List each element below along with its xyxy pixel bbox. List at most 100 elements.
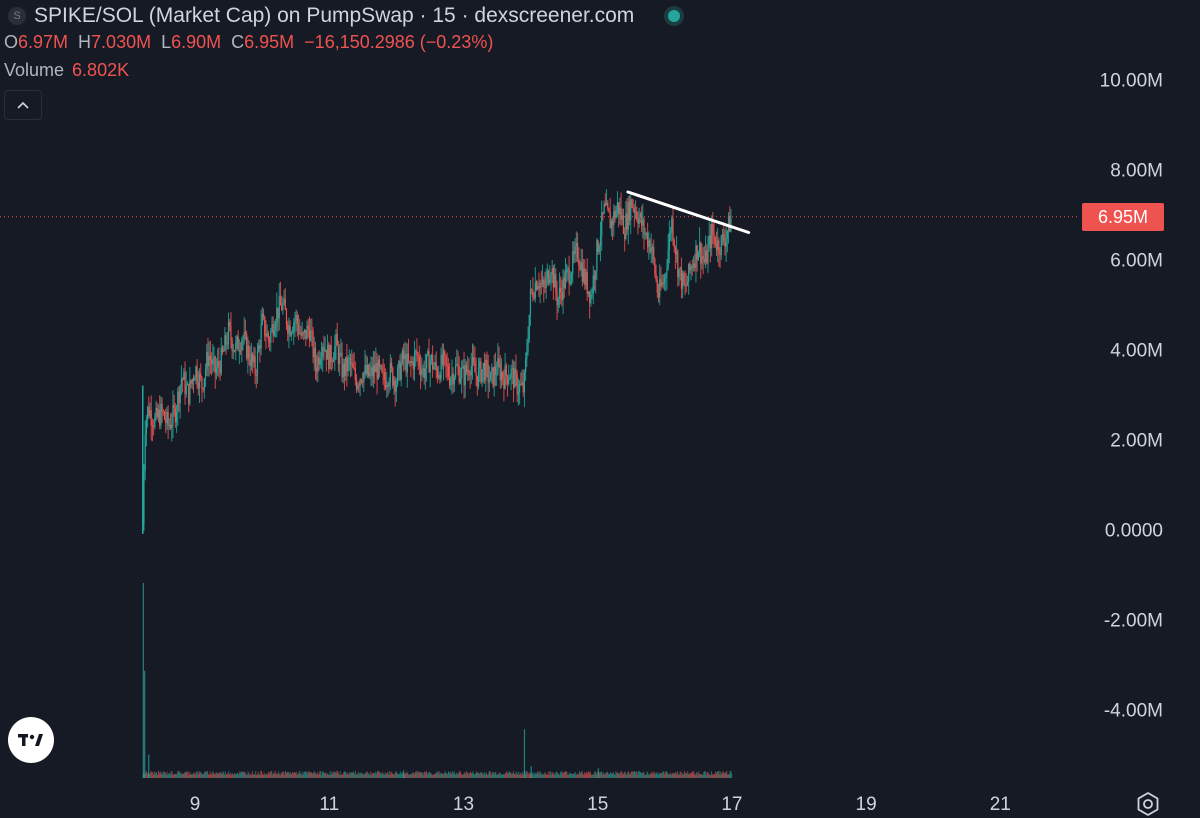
candle-body	[393, 380, 395, 386]
candle-body	[661, 282, 663, 286]
candle-body	[404, 354, 406, 359]
volume-bar	[245, 774, 247, 778]
chart-title[interactable]: SPIKE/SOL (Market Cap) on PumpSwap · 15 …	[34, 4, 635, 27]
candle-body	[213, 356, 215, 359]
ohlc-legend: O6.97M H7.030M L6.90M C6.95M −16,150.2986 (−…	[4, 32, 493, 53]
volume-bar	[201, 773, 203, 778]
volume-bar	[625, 774, 627, 778]
volume-bar	[429, 771, 431, 778]
volume-bar	[388, 770, 390, 778]
volume-bar	[425, 772, 427, 778]
tradingview-logo-icon[interactable]	[8, 717, 54, 763]
candle-body	[310, 330, 312, 341]
candle-body	[492, 367, 494, 386]
candle-body	[337, 345, 340, 364]
volume-bar	[376, 773, 378, 778]
candle-body	[348, 358, 350, 360]
volume-bar	[171, 771, 173, 778]
volume-bar	[686, 773, 688, 778]
volume-bar	[651, 773, 653, 778]
volume-bar	[327, 774, 329, 778]
volume-bar	[236, 772, 238, 778]
candle-body	[308, 328, 311, 341]
volume-bar	[305, 771, 307, 778]
candle-body	[717, 240, 719, 250]
volume-bar	[432, 774, 434, 778]
volume-bar	[560, 771, 562, 778]
volume-bar	[527, 773, 529, 778]
candle-body	[715, 245, 718, 250]
volume-bar	[611, 773, 613, 778]
annotations-layer[interactable]	[626, 190, 751, 234]
volume-bar	[575, 774, 577, 778]
volume-bar	[185, 771, 187, 778]
volume-bar	[425, 771, 427, 778]
volume-bar	[168, 773, 170, 778]
candle-body	[290, 332, 292, 336]
volume-legend[interactable]: Volume 6.802K	[4, 60, 129, 81]
volume-bar	[659, 772, 661, 778]
candle-body	[325, 349, 327, 360]
candle-body	[444, 351, 446, 356]
volume-bar	[633, 771, 635, 778]
volume-bar	[520, 774, 522, 778]
collapse-legend-button[interactable]	[4, 90, 42, 120]
volume-bar	[617, 772, 619, 778]
candle-body	[707, 245, 709, 264]
volume-bar	[420, 772, 422, 778]
volume-bar	[475, 773, 477, 778]
volume-bar	[711, 774, 713, 778]
candle-body	[714, 236, 716, 246]
volume-bar	[599, 772, 601, 778]
volume-bar	[655, 773, 657, 778]
volume-bar	[311, 772, 313, 778]
candle-body	[638, 217, 640, 225]
candle-body	[671, 218, 673, 233]
candle-body	[587, 291, 590, 295]
candle-body	[485, 359, 487, 381]
volume-spike-bar	[597, 768, 599, 778]
candle-body	[230, 326, 232, 340]
volume-bar	[623, 772, 625, 778]
volume-bar	[533, 774, 535, 778]
volume-bar	[272, 773, 274, 778]
candle-body	[570, 273, 573, 282]
candle-body	[511, 368, 513, 370]
candle-body	[471, 356, 474, 366]
candle-body	[711, 223, 713, 249]
candle-body	[700, 242, 702, 264]
candle-body	[538, 285, 540, 289]
volume-bar	[180, 774, 182, 778]
volume-bar	[274, 770, 276, 778]
price-axis[interactable]: 10.00M 8.00M 6.00M 4.00M 2.00M 0.0000 -2.00M -4…	[1100, 71, 1163, 722]
volume-bar	[586, 773, 588, 778]
candle-body	[427, 351, 429, 355]
candle-body	[342, 363, 344, 378]
volume-bar	[589, 773, 591, 778]
settings-gear-icon[interactable]	[1134, 790, 1162, 818]
candle-body	[360, 379, 362, 382]
candle-body	[188, 383, 190, 404]
candle-body	[590, 294, 592, 304]
candle-body	[278, 296, 280, 319]
volume-bar	[485, 774, 487, 778]
time-axis[interactable]: 9 11 13 15 17 19 21	[190, 794, 1011, 815]
candle-body	[550, 275, 552, 279]
volume-bar	[193, 772, 195, 778]
candle-body	[653, 246, 655, 260]
candle-body	[289, 325, 291, 336]
volume-bar	[565, 771, 567, 778]
candle-body	[605, 202, 608, 206]
candle-body	[392, 367, 394, 386]
volume-bar	[574, 771, 576, 778]
candle-body	[363, 372, 365, 383]
volume-bar	[398, 773, 400, 778]
candle-body	[645, 233, 648, 235]
volume-bar	[248, 773, 250, 778]
candle-body	[581, 262, 584, 282]
candle-body	[502, 372, 504, 379]
volume-bar	[480, 772, 482, 778]
candle-body	[249, 360, 251, 367]
volume-bar	[562, 772, 564, 778]
